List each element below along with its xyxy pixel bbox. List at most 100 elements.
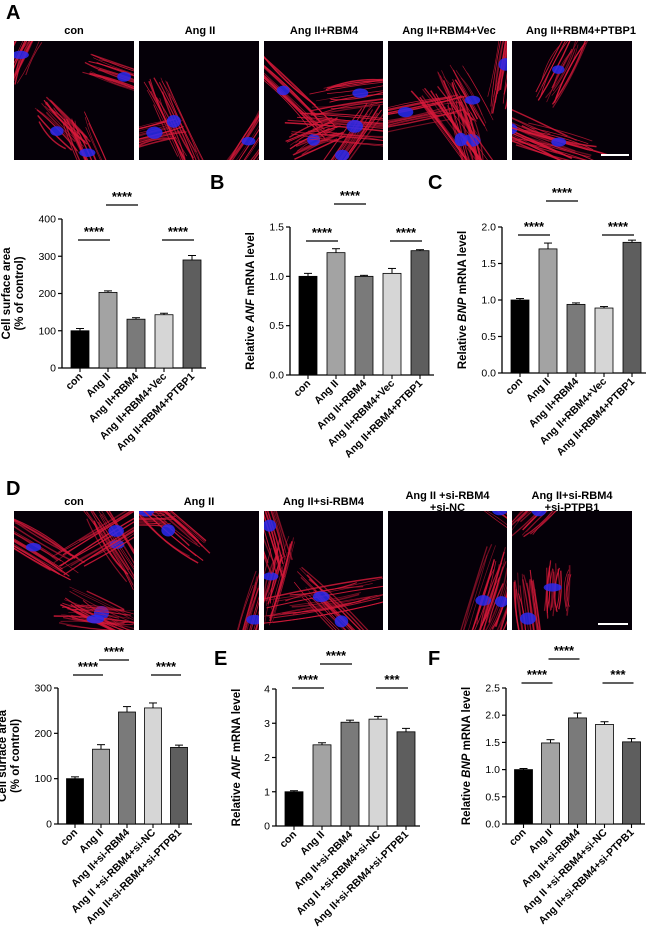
y-axis-label: Cell surface area: [1, 247, 13, 340]
significance-label: ****: [326, 648, 347, 663]
significance-label: ****: [527, 667, 548, 682]
y-tick-label: 0: [50, 363, 56, 375]
nucleus: [50, 126, 64, 137]
bar: [538, 248, 558, 374]
significance-label: ****: [552, 185, 573, 200]
nucleus: [108, 525, 124, 537]
panel-letter-b: B: [210, 172, 225, 194]
y-tick-label: 0: [46, 819, 52, 831]
bar: [66, 778, 84, 825]
bar: [154, 314, 174, 369]
bar: [541, 742, 560, 825]
bar: [622, 741, 641, 825]
nucleus: [264, 519, 277, 532]
bar: [566, 303, 586, 374]
nucleus: [346, 119, 364, 133]
chart-bnp-mrna-f: 0.0 0.5 1.0 1.5 2.0 2.5 Relative BNP mRNA leve…: [461, 643, 645, 927]
y-tick-label: 0.0: [269, 370, 284, 382]
y-axis-label: Relative ANF mRNA level: [231, 689, 243, 827]
nucleus: [25, 542, 42, 552]
cell-fibers: [226, 110, 259, 160]
bar: [594, 307, 614, 374]
nucleus: [161, 524, 176, 537]
nucleus: [312, 591, 330, 603]
y-tick-label: 1.0: [269, 271, 284, 283]
cell-fibers: [236, 570, 259, 630]
nucleus: [491, 511, 507, 516]
micrograph-con: [14, 41, 134, 160]
scale-bar-2: [598, 623, 628, 625]
y-tick-label: 0.5: [485, 791, 500, 803]
cell-fibers: [487, 41, 507, 115]
nucleus: [543, 583, 562, 592]
x-tick-label: con: [503, 376, 525, 398]
nucleus: [334, 615, 349, 628]
bar: [568, 717, 587, 825]
x-tick-label: con: [507, 827, 529, 849]
micrograph-title-ang-ii: Ang II: [184, 25, 216, 37]
y-tick-label: 0.5: [481, 331, 496, 343]
bar: [98, 291, 118, 369]
bar: [382, 272, 402, 376]
micrograph-title-ang-ii-2: Ang II: [183, 496, 215, 508]
micrograph-ang-ii-rbm4: [264, 41, 383, 160]
y-tick-label: 1: [264, 786, 270, 798]
y-tick-label: 100: [34, 773, 52, 785]
nucleus: [454, 132, 468, 147]
bar: [410, 250, 430, 376]
bar: [510, 299, 530, 374]
significance-label: ****: [340, 188, 361, 203]
bar: [354, 275, 374, 376]
y-tick-label: 0.5: [269, 320, 284, 332]
y-tick-label: 2.0: [481, 222, 496, 234]
panel-letter-f: F: [428, 648, 441, 670]
significance-label: ****: [156, 659, 177, 674]
y-tick-label: 0.0: [485, 819, 500, 831]
panel-letter-e: E: [214, 648, 228, 670]
scale-bar: [601, 154, 629, 156]
y-tick-label: 1.0: [481, 295, 496, 307]
significance-label: ***: [610, 667, 626, 682]
y-tick-label: 100: [38, 325, 56, 337]
x-tick-label: con: [58, 827, 80, 849]
cell-fibers: [437, 64, 494, 139]
cell-fibers: [483, 511, 507, 528]
cell-fibers: [535, 41, 588, 108]
nucleus: [464, 95, 481, 105]
bar: [514, 769, 533, 825]
nucleus: [494, 596, 507, 608]
y-axis-label: Cell surface area: [0, 709, 9, 802]
micrograph-ang-ii: [139, 41, 259, 160]
y-tick-label: 0: [264, 821, 270, 833]
micrograph-title-ang-ii-rbm4: Ang II+RBM4: [289, 25, 359, 37]
nucleus: [475, 595, 492, 606]
bar: [340, 721, 360, 827]
chart-cell-surface-area-a: 0 100 200 300 400 Cell surface area (% of cont…: [1, 189, 206, 453]
bar: [298, 275, 318, 376]
bar: [312, 744, 332, 827]
micrograph-title-ang-ii-rbm4-ptbp1: Ang II+RBM4+PTBP1: [525, 25, 637, 37]
significance-label: ****: [84, 224, 105, 239]
nucleus: [519, 612, 536, 625]
significance-label: ****: [554, 643, 575, 658]
y-tick-label: 4: [264, 684, 270, 696]
nucleus: [335, 149, 350, 160]
significance-label: ****: [112, 189, 133, 204]
bar: [326, 252, 346, 376]
bar: [595, 724, 614, 825]
nucleus: [551, 137, 567, 147]
significance-label: ****: [396, 225, 417, 240]
y-axis-label: Relative ANF mRNA level: [245, 232, 257, 370]
y-tick-label: 200: [38, 288, 56, 300]
bar: [284, 791, 304, 827]
significance-label: ****: [312, 225, 333, 240]
chart-bnp-mrna-c: 0.0 0.5 1.0 1.5 2.0 Relative BNP mRNA level co…: [457, 185, 646, 458]
nucleus: [166, 115, 181, 128]
nucleus: [86, 614, 105, 624]
chart-cell-surface-area-d: 0 100 200 300 Cell surface area (% of control…: [0, 644, 192, 927]
bar: [92, 748, 110, 825]
bar: [368, 718, 388, 827]
cell-fibers: [34, 96, 91, 154]
